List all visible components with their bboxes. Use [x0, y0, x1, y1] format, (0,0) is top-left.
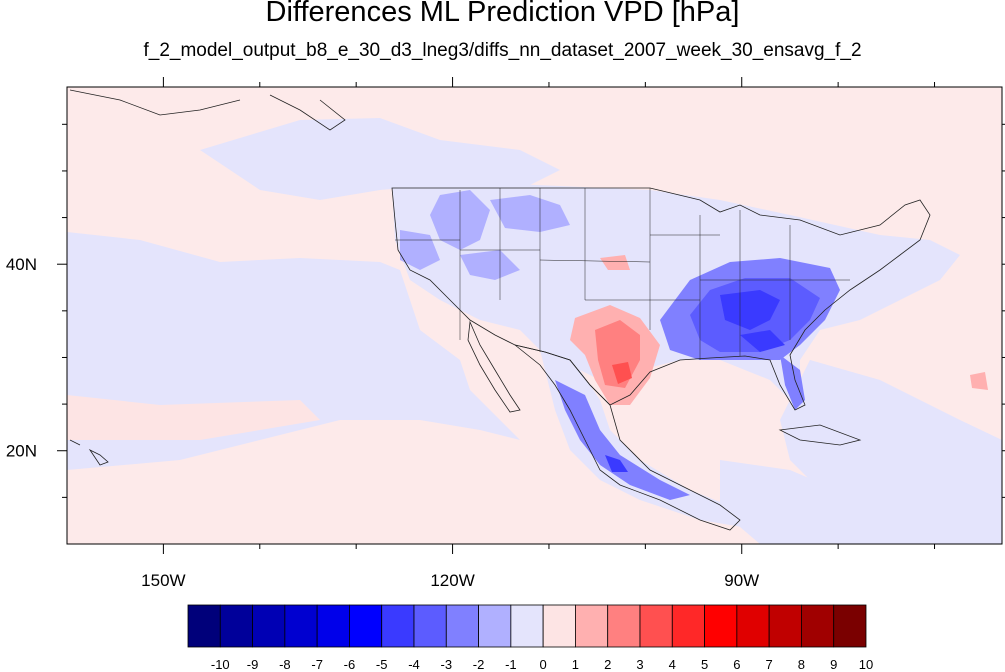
- colorbar-label: 10: [859, 657, 873, 672]
- caribbean-negative: [720, 460, 900, 544]
- colorbar-label: 0: [540, 657, 547, 672]
- texas-positive-core: [612, 362, 632, 384]
- contour-fields: [67, 118, 1002, 544]
- colorbar-swatch: [607, 604, 641, 648]
- chart-title: Differences ML Prediction VPD [hPa]: [265, 0, 740, 28]
- colorbar-label: -7: [311, 657, 323, 672]
- mexico-negative-light: [540, 350, 760, 530]
- western-us-negative-4: [460, 250, 520, 280]
- florida-negative: [780, 355, 805, 410]
- colorbar-swatch: [542, 604, 576, 648]
- colorbar-swatch: [445, 604, 479, 648]
- colorbar-swatch: [478, 604, 512, 648]
- colorbar-label: -9: [247, 657, 259, 672]
- lon-tick-label: 90W: [724, 571, 759, 590]
- southeast-negative-core-2: [740, 330, 785, 352]
- chart-subtitle: f_2_model_output_b8_e_30_d3_lneg3/diffs_…: [143, 40, 862, 61]
- mexico-negative: [555, 380, 690, 500]
- map-frame: [66, 86, 1003, 545]
- canada-coast: [69, 89, 346, 131]
- colorbar-swatch: [381, 604, 415, 648]
- mexico-negative-core: [605, 455, 628, 472]
- colorbar-swatch: [219, 604, 253, 648]
- colorbar-label: -2: [473, 657, 485, 672]
- colorbar-swatch: [413, 604, 447, 648]
- north-pacific-negative: [200, 118, 560, 200]
- colorbar-label: -5: [376, 657, 388, 672]
- colorbar-label: 1: [572, 657, 579, 672]
- colorbar-swatch: [639, 604, 673, 648]
- colorbar-label: -6: [344, 657, 356, 672]
- western-us-negative-2: [490, 195, 570, 232]
- colorbar-swatch: [704, 604, 738, 648]
- cuba-outline: [778, 424, 862, 446]
- colorbar-label: 3: [636, 657, 643, 672]
- colorbar-label: 7: [766, 657, 773, 672]
- continent-negative: [392, 182, 960, 410]
- colorbar-swatch: [736, 604, 770, 648]
- us-outline: [391, 187, 931, 411]
- colorbar-label: -4: [408, 657, 420, 672]
- texas-positive-north: [600, 255, 630, 270]
- lon-tick-label: 120W: [430, 571, 474, 590]
- colorbar-label: -8: [279, 657, 291, 672]
- lat-tick-label: 20N: [6, 442, 37, 461]
- baja-outline: [467, 320, 521, 413]
- colorbar-swatch: [510, 604, 544, 648]
- mexico-outline: [514, 344, 741, 531]
- colorbar-swatch: [671, 604, 705, 648]
- southeast-negative-core: [720, 290, 780, 330]
- colorbar-label: -3: [441, 657, 453, 672]
- colorbar-swatch: [768, 604, 802, 648]
- colorbar-label: 5: [701, 657, 708, 672]
- axis-ticks: 150W 120W 90W 40N 20N: [6, 77, 1005, 590]
- pacific-positive-blob: [67, 395, 320, 440]
- state-lines: [395, 188, 850, 360]
- lon-tick-label: 150W: [141, 571, 185, 590]
- lat-tick-label: 40N: [6, 255, 37, 274]
- colorbar-label: 2: [604, 657, 611, 672]
- colorbar-swatch: [349, 604, 383, 648]
- colorbar-swatch: [801, 604, 835, 648]
- colorbar-swatch: [575, 604, 609, 648]
- colorbar-swatch: [187, 604, 221, 648]
- colorbar-swatch: [316, 604, 350, 648]
- colorbar-swatch: [252, 604, 286, 648]
- hawaii-outline: [69, 439, 109, 466]
- colorbar-label: 4: [669, 657, 676, 672]
- atlantic-positive-blob: [970, 372, 988, 390]
- colorbar-label: -10: [211, 657, 230, 672]
- colorbar-label: -1: [505, 657, 517, 672]
- colorbar-label: 6: [733, 657, 740, 672]
- colorbar-swatch: [284, 604, 318, 648]
- colorbar: -10 -9 -8 -7 -6 -5 -4 -3 -2 -1 0 1 2 3 4 5 6 7 8 9 10: [187, 604, 873, 672]
- colorbar-label: 9: [830, 657, 837, 672]
- boundary-lines: [69, 89, 931, 531]
- colorbar-swatch: [833, 604, 867, 648]
- colorbar-label: 8: [798, 657, 805, 672]
